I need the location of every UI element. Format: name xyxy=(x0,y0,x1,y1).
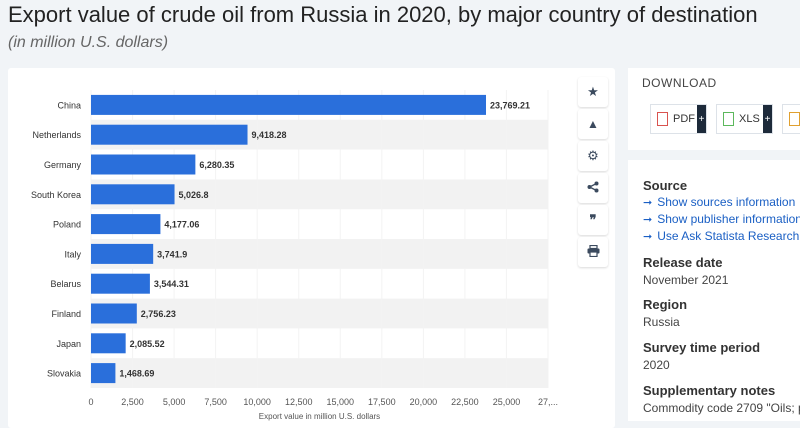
row-stripe xyxy=(91,298,548,329)
value-label: 9,418.28 xyxy=(252,130,287,140)
page-title: Export value of crude oil from Russia in… xyxy=(8,2,758,27)
region-heading: Region xyxy=(643,297,688,312)
release-date-heading: Release date xyxy=(643,255,723,270)
region-value: Russia xyxy=(643,315,680,329)
bar xyxy=(91,273,150,294)
category-label: Netherlands xyxy=(32,130,81,140)
info-panel: Source ➞ Show sources information ➞ Show p… xyxy=(628,160,800,421)
plus-icon: + xyxy=(697,105,706,133)
bar xyxy=(91,333,126,354)
show-sources-link[interactable]: ➞ Show sources information xyxy=(643,195,795,209)
x-tick-label: 20,000 xyxy=(410,397,438,407)
plus-icon: + xyxy=(763,105,772,133)
x-tick-label: 17,500 xyxy=(368,397,396,407)
notify-button[interactable]: ▲ xyxy=(578,109,608,139)
gear-icon: ⚙ xyxy=(587,148,599,163)
category-label: Slovakia xyxy=(47,369,81,379)
category-label: Germany xyxy=(44,160,82,170)
download-image-button[interactable] xyxy=(782,104,800,134)
category-label: China xyxy=(57,100,81,110)
row-stripe xyxy=(91,239,548,269)
arrow-right-icon: ➞ xyxy=(643,197,653,209)
x-tick-label: 0 xyxy=(88,397,93,407)
value-label: 2,756.23 xyxy=(141,309,176,319)
value-label: 2,085.52 xyxy=(130,339,165,349)
show-sources-label: Show sources information xyxy=(657,195,796,209)
show-publisher-label: Show publisher information xyxy=(657,212,800,226)
survey-period-heading: Survey time period xyxy=(643,340,761,355)
arrow-right-icon: ➞ xyxy=(643,214,653,226)
category-label: Poland xyxy=(53,220,81,230)
supplementary-notes-value: Commodity code 2709 "Oils; petroleum oil… xyxy=(643,401,800,415)
chart-card: China 23,769.21 Netherlands 9,418.28 Germany… xyxy=(8,68,615,428)
download-xls-button[interactable]: XLS + xyxy=(716,104,773,134)
download-panel: DOWNLOAD PDF + XLS + xyxy=(628,68,800,150)
cite-button[interactable]: ❞ xyxy=(578,205,608,235)
supplementary-notes-heading: Supplementary notes xyxy=(643,383,776,398)
category-label: South Korea xyxy=(31,190,81,200)
row-stripe xyxy=(91,358,548,388)
category-label: Finland xyxy=(51,309,81,319)
bell-icon: ▲ xyxy=(587,117,599,131)
bar xyxy=(91,184,175,205)
x-tick-label: 10,000 xyxy=(243,397,271,407)
value-label: 3,544.31 xyxy=(154,279,189,289)
x-tick-label: 25,000 xyxy=(493,397,521,407)
share-icon xyxy=(587,181,599,196)
ask-statista-label: Use Ask Statista Research Service xyxy=(657,229,800,243)
settings-button[interactable]: ⚙ xyxy=(578,141,608,171)
ask-statista-link[interactable]: ➞ Use Ask Statista Research Service xyxy=(643,229,800,243)
image-file-icon xyxy=(789,112,800,126)
bar xyxy=(91,94,487,115)
x-axis-label: Export value in million U.S. dollars xyxy=(259,412,380,421)
category-label: Italy xyxy=(64,249,81,259)
download-pdf-button[interactable]: PDF + xyxy=(650,104,707,134)
x-tick-label: 2,500 xyxy=(121,397,144,407)
value-label: 5,026.8 xyxy=(179,190,209,200)
value-label: 6,280.35 xyxy=(199,160,234,170)
bar xyxy=(91,243,154,264)
arrow-right-icon: ➞ xyxy=(643,231,653,243)
x-tick-label: 7,500 xyxy=(204,397,227,407)
bar-chart: China 23,769.21 Netherlands 9,418.28 Germany… xyxy=(31,90,558,421)
quote-icon: ❞ xyxy=(589,212,597,227)
star-icon: ★ xyxy=(587,84,599,99)
bar xyxy=(91,154,196,175)
bar xyxy=(91,363,116,384)
x-tick-label: 12,500 xyxy=(285,397,313,407)
bar xyxy=(91,303,137,324)
survey-period-value: 2020 xyxy=(643,358,670,372)
xls-file-icon xyxy=(723,112,734,126)
print-icon xyxy=(587,244,600,260)
download-heading: DOWNLOAD xyxy=(642,76,717,90)
pdf-file-icon xyxy=(657,112,668,126)
bar xyxy=(91,124,248,145)
x-tick-label: 15,000 xyxy=(327,397,355,407)
release-date-value: November 2021 xyxy=(643,273,729,287)
x-tick-label: 27,... xyxy=(538,397,558,407)
value-label: 23,769.21 xyxy=(490,100,530,110)
category-label: Belarus xyxy=(50,279,81,289)
x-tick-label: 5,000 xyxy=(163,397,186,407)
value-label: 3,741.9 xyxy=(157,249,187,259)
xls-label: XLS xyxy=(739,113,760,125)
bar xyxy=(91,214,161,235)
page-subtitle: (in million U.S. dollars) xyxy=(8,34,169,51)
value-label: 1,468.69 xyxy=(119,369,154,379)
source-heading: Source xyxy=(643,178,688,193)
print-button[interactable] xyxy=(578,237,608,267)
share-button[interactable] xyxy=(578,173,608,203)
x-tick-label: 22,500 xyxy=(451,397,479,407)
pdf-label: PDF xyxy=(673,113,695,125)
favorite-button[interactable]: ★ xyxy=(578,77,608,107)
value-label: 4,177.06 xyxy=(164,220,199,230)
show-publisher-link[interactable]: ➞ Show publisher information xyxy=(643,212,800,226)
category-label: Japan xyxy=(56,339,81,349)
